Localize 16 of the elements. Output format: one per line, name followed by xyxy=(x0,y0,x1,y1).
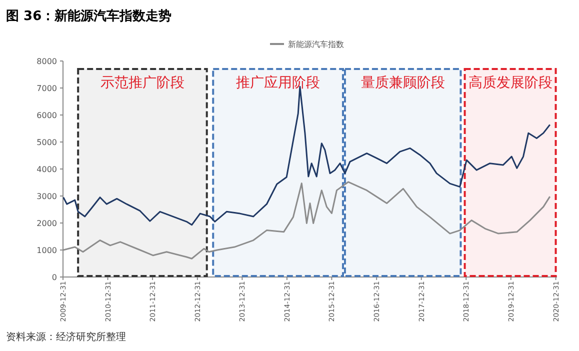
y-tick-label: 4000 xyxy=(36,165,57,174)
band-label: 高质发展阶段 xyxy=(468,75,552,91)
band-label: 示范推广阶段 xyxy=(100,75,184,91)
text: 资料来源：经济研究所整理 xyxy=(6,331,126,343)
band-label: 推广应用阶段 xyxy=(236,75,320,91)
y-tick-label: 0 xyxy=(52,273,57,282)
band-label: 量质兼顾阶段 xyxy=(360,75,445,91)
legend-label: 新能源汽车指数 xyxy=(288,40,344,49)
y-tick-label: 8000 xyxy=(36,57,57,66)
y-tick-label: 3000 xyxy=(36,192,57,201)
y-tick-label: 2000 xyxy=(36,219,57,228)
y-tick-label: 1000 xyxy=(36,246,57,255)
chart-title: 图 36：新能源汽车指数走势 xyxy=(6,8,172,24)
y-tick-label: 7000 xyxy=(36,84,57,93)
y-tick-label: 5000 xyxy=(36,138,57,147)
y-tick-label: 6000 xyxy=(36,111,57,120)
